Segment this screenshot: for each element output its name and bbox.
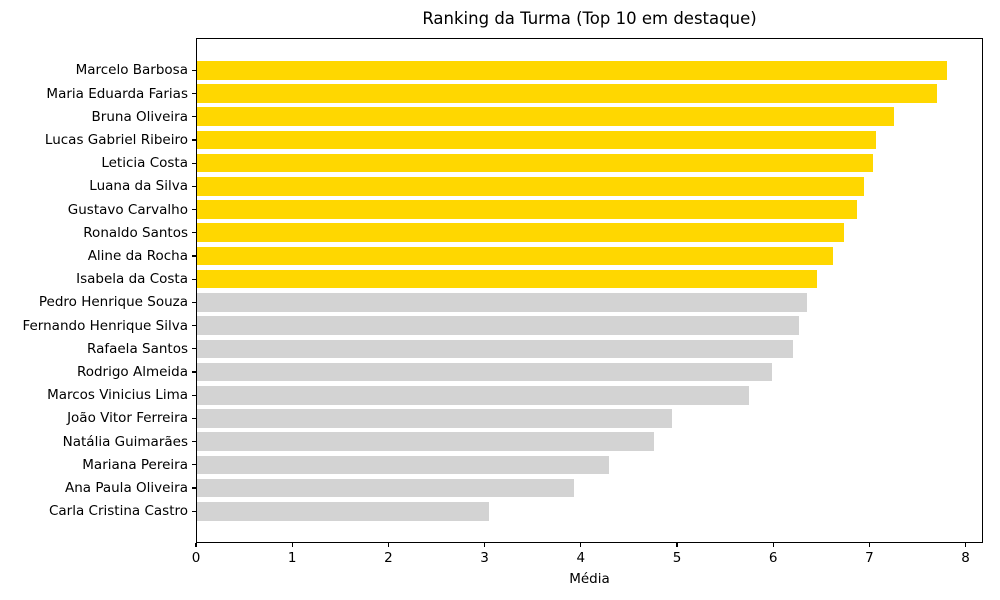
y-tick-mark [192, 232, 196, 234]
x-tick-mark [580, 543, 582, 547]
y-tick-label: Isabela da Costa [76, 271, 188, 288]
x-tick-label: 5 [672, 550, 682, 566]
bar-14 [197, 362, 773, 382]
x-tick-mark [868, 543, 870, 547]
y-tick-mark [192, 185, 196, 187]
y-tick-label: Aline da Rocha [87, 247, 188, 264]
y-tick-mark [192, 278, 196, 280]
bar-8 [197, 223, 845, 243]
y-tick-label: Luana da Silva [89, 178, 188, 195]
bar-17 [197, 432, 654, 451]
y-tick-mark [192, 255, 196, 257]
bar-16 [197, 409, 673, 428]
y-tick-label: Rodrigo Almeida [76, 364, 188, 381]
x-tick-label: 7 [865, 550, 874, 566]
y-tick-label: Maria Eduarda Farias [46, 85, 188, 102]
y-tick-mark [192, 487, 196, 489]
y-tick-mark [192, 116, 196, 118]
y-tick-mark [192, 208, 196, 211]
y-tick-label: Pedro Henrique Souza [38, 294, 188, 311]
bar-5 [197, 153, 874, 173]
bar-2 [197, 84, 937, 103]
y-tick-label: Gustavo Carvalho [67, 201, 188, 218]
y-tick-mark [192, 371, 196, 373]
x-tick-mark [676, 543, 678, 547]
y-tick-label: Marcos Vinicius Lima [47, 387, 188, 404]
y-tick-label: Ana Paula Oliveira [64, 480, 188, 497]
y-tick-mark [192, 162, 196, 164]
y-tick-mark [192, 348, 196, 350]
bar-12 [197, 316, 800, 335]
x-tick-mark [772, 543, 774, 547]
y-tick-label: Leticia Costa [101, 155, 188, 172]
y-tick-mark [192, 325, 196, 327]
bar-11 [197, 293, 807, 312]
y-tick-label: Rafaela Santos [87, 340, 188, 357]
y-tick-mark [192, 139, 196, 141]
bar-9 [197, 246, 833, 266]
y-tick-label: Fernando Henrique Silva [22, 317, 188, 334]
x-tick-label: 8 [961, 550, 970, 566]
y-tick-mark [192, 301, 196, 303]
y-axis-labels: Marcelo Barbosa Maria Eduarda Farias Bruna… [0, 0, 196, 600]
x-tick-mark [387, 543, 389, 547]
y-tick-label: Lucas Gabriel Ribeiro [44, 131, 188, 148]
bar-6 [197, 177, 864, 196]
bar-20 [197, 501, 490, 521]
y-tick-mark [192, 464, 196, 466]
bar-15 [197, 385, 750, 405]
y-tick-mark [192, 441, 196, 443]
bar-18 [197, 455, 609, 475]
y-tick-label: Marcelo Barbosa [75, 62, 188, 79]
y-tick-mark [192, 69, 196, 71]
y-tick-mark [192, 92, 196, 95]
x-tick-label: 4 [576, 550, 586, 566]
y-tick-label: Ronaldo Santos [83, 224, 188, 241]
x-axis-label: Média [569, 571, 610, 587]
y-tick-label: Mariana Pereira [82, 456, 188, 473]
bar-7 [197, 200, 857, 219]
bar-10 [197, 269, 817, 289]
bar-13 [197, 339, 794, 359]
x-tick-label: 1 [287, 550, 297, 566]
x-tick-label: 3 [480, 550, 489, 566]
x-tick-label: 2 [384, 550, 393, 566]
y-tick-label: Natália Guimarães [62, 433, 188, 450]
plot-area [196, 38, 983, 543]
bar-19 [197, 478, 575, 498]
x-tick-mark [965, 543, 967, 547]
x-tick-mark [195, 543, 197, 547]
x-tick-label: 6 [768, 550, 778, 566]
x-tick-mark [484, 543, 486, 547]
bar-1 [197, 61, 948, 80]
bar-3 [197, 107, 895, 126]
y-tick-mark [192, 394, 196, 396]
chart-title: Ranking da Turma (Top 10 em destaque) [422, 9, 757, 28]
y-tick-label: Bruna Oliveira [91, 108, 188, 125]
y-tick-mark [192, 417, 196, 420]
y-tick-label: João Vitor Ferreira [67, 410, 188, 427]
y-tick-mark [192, 510, 196, 512]
y-tick-label: Carla Cristina Castro [48, 503, 188, 520]
x-tick-label: 0 [191, 550, 201, 566]
bar-4 [197, 130, 877, 150]
x-tick-mark [291, 543, 293, 547]
